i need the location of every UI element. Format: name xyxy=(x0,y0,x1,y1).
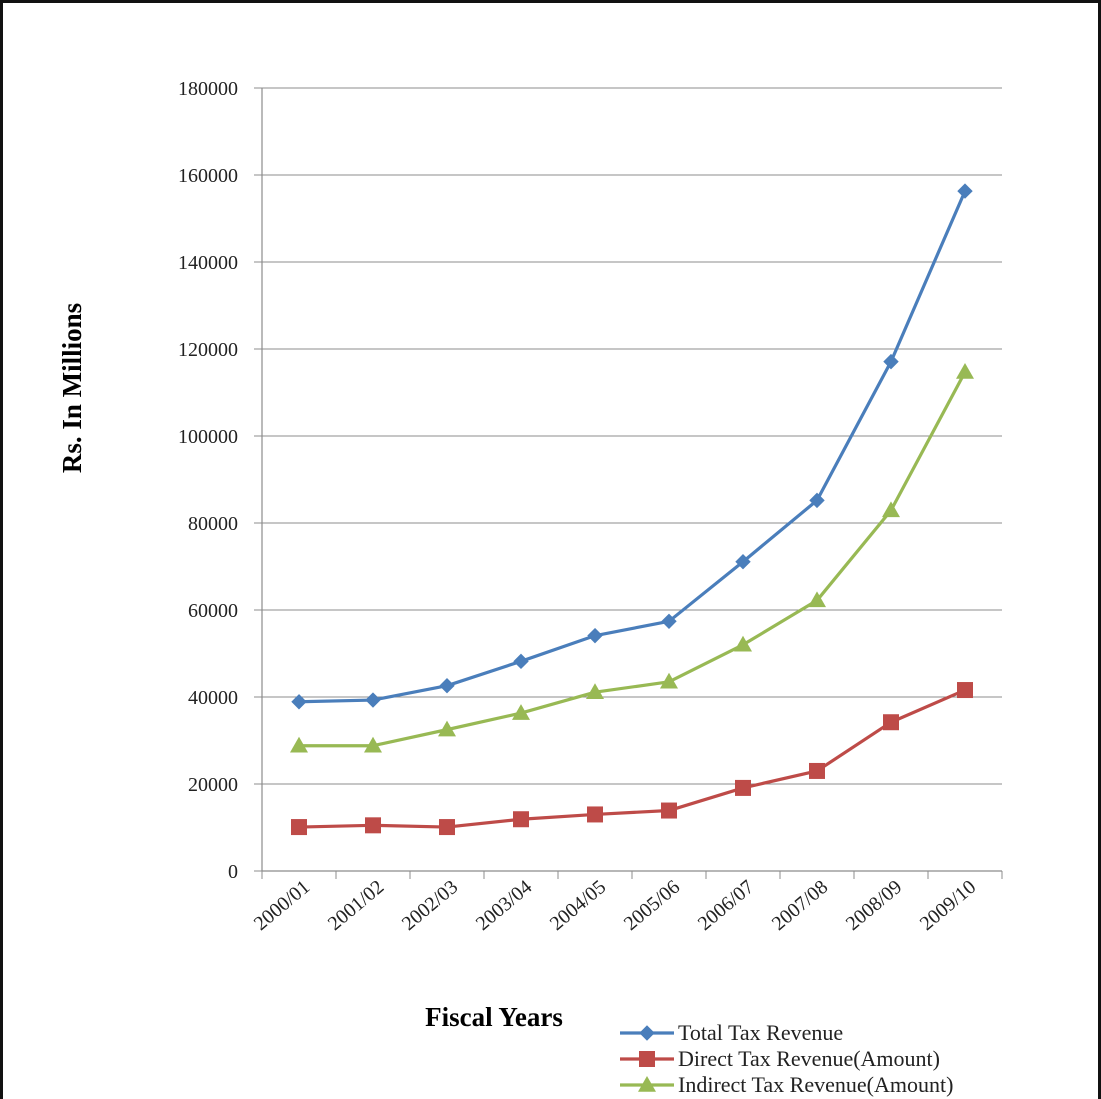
data-point-marker xyxy=(882,501,900,517)
x-tick-label: 2003/04 xyxy=(472,876,536,935)
series-lines xyxy=(299,191,965,827)
data-point-marker xyxy=(661,803,677,819)
y-tick-labels: 0 20000 40000 60000 80000 100000 120000 140000 1… xyxy=(178,78,238,883)
data-point-marker xyxy=(514,654,528,668)
x-tick-label: 2007/08 xyxy=(768,876,832,935)
y-tick-label: 0 xyxy=(228,861,238,883)
x-tick-label: 2008/09 xyxy=(842,876,906,935)
data-point-marker xyxy=(365,817,381,833)
data-point-marker xyxy=(957,682,973,698)
y-tick-label: 160000 xyxy=(178,165,238,187)
y-tick-label: 120000 xyxy=(178,339,238,361)
data-point-marker xyxy=(956,363,974,379)
x-tick-label: 2004/05 xyxy=(546,876,610,935)
gridlines xyxy=(262,88,1002,784)
legend-marker xyxy=(640,1026,654,1040)
data-point-marker xyxy=(809,763,825,779)
data-point-marker xyxy=(587,806,603,822)
axes xyxy=(254,88,1002,879)
x-tick-label: 2005/06 xyxy=(620,876,684,935)
data-point-marker xyxy=(513,811,529,827)
data-point-marker xyxy=(440,679,454,693)
series-line-1 xyxy=(299,191,965,702)
data-point-marker xyxy=(439,819,455,835)
y-tick-label: 100000 xyxy=(178,426,238,448)
series-line-3 xyxy=(299,372,965,746)
x-axis-title: Fiscal Years xyxy=(425,1002,563,1032)
data-point-marker xyxy=(958,184,972,198)
y-tick-label: 80000 xyxy=(188,513,238,535)
x-tick-label: 2002/03 xyxy=(398,876,462,935)
data-point-marker xyxy=(366,693,380,707)
x-tick-labels: 2000/01 2001/02 2002/03 2003/04 2004/05 2005/… xyxy=(250,876,980,935)
x-tick-label: 2009/10 xyxy=(916,876,980,935)
legend-marker xyxy=(639,1051,655,1067)
x-tick-label: 2006/07 xyxy=(694,876,758,935)
y-axis-title: Rs. In Millions xyxy=(57,303,87,473)
legend-label: Direct Tax Revenue(Amount) xyxy=(678,1046,940,1071)
y-tick-label: 60000 xyxy=(188,600,238,622)
legend-label: Indirect Tax Revenue(Amount) xyxy=(678,1072,953,1097)
data-point-marker xyxy=(884,355,898,369)
legend-label: Total Tax Revenue xyxy=(678,1020,843,1045)
x-tick-label: 2001/02 xyxy=(324,876,388,935)
data-point-marker xyxy=(735,780,751,796)
y-tick-label: 40000 xyxy=(188,687,238,709)
data-point-marker xyxy=(588,629,602,643)
series-line-2 xyxy=(299,690,965,827)
data-point-marker xyxy=(883,714,899,730)
data-point-marker xyxy=(660,673,678,689)
y-tick-label: 140000 xyxy=(178,252,238,274)
x-tick-label: 2000/01 xyxy=(250,876,314,935)
data-point-marker xyxy=(734,636,752,652)
y-tick-label: 20000 xyxy=(188,774,238,796)
data-point-marker xyxy=(291,819,307,835)
series-markers xyxy=(290,184,974,835)
y-tick-label: 180000 xyxy=(178,78,238,100)
